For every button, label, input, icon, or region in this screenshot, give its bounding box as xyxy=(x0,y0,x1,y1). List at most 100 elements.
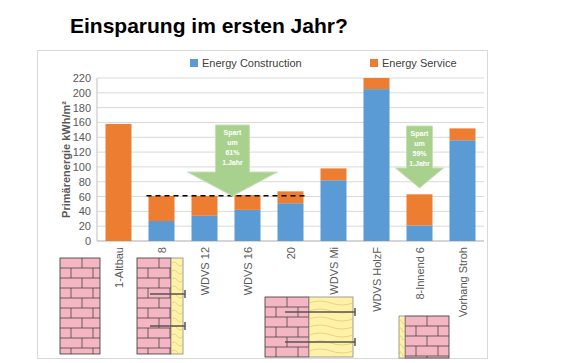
brick-joint xyxy=(71,268,72,278)
brick-joint xyxy=(438,326,439,336)
y-tick-label: 140 xyxy=(73,131,91,143)
bar xyxy=(149,196,175,221)
annotation-text: 61% xyxy=(225,149,240,156)
brick-joint xyxy=(82,298,83,308)
insulation-texture xyxy=(309,317,353,321)
anchor-head xyxy=(354,308,356,316)
insulation-texture xyxy=(399,320,405,324)
brick-joint xyxy=(71,288,72,298)
brick-joint xyxy=(416,346,417,356)
brick-joint xyxy=(170,308,171,318)
brick-joint xyxy=(416,326,417,336)
brick-bg xyxy=(265,297,309,357)
anchor-head xyxy=(354,338,356,346)
wall-illustration xyxy=(265,297,355,357)
annotation-text: Spart xyxy=(223,129,242,137)
brick-joint xyxy=(265,347,309,348)
x-tick-label: WDVS 16 xyxy=(242,247,254,295)
y-tick-label: 40 xyxy=(79,205,91,217)
brick-bg xyxy=(60,258,100,354)
brick-joint xyxy=(60,298,100,299)
insulation-texture xyxy=(171,278,183,282)
annotation-text: 1.Jahr xyxy=(222,159,243,166)
wall-illustration xyxy=(137,258,185,354)
annotation-text: um xyxy=(414,140,425,147)
anchor xyxy=(285,311,355,313)
brick-joint xyxy=(170,288,171,298)
bar xyxy=(192,196,218,216)
brick-joint xyxy=(298,327,299,337)
brick-joint xyxy=(93,308,94,318)
bar xyxy=(364,89,390,241)
bar xyxy=(321,168,347,180)
wall-illustration xyxy=(399,316,449,358)
brick-joint xyxy=(427,356,428,358)
insulation-texture xyxy=(171,302,183,306)
bar xyxy=(407,225,433,241)
insulation-texture xyxy=(171,350,183,354)
bar xyxy=(278,203,304,241)
brick-joint xyxy=(137,268,171,269)
brick-joint xyxy=(137,348,171,349)
brick-joint xyxy=(82,338,83,348)
insulation-texture xyxy=(399,336,405,340)
brick-joint xyxy=(60,308,100,309)
brick-joint xyxy=(159,338,160,348)
bar xyxy=(235,195,261,210)
x-tick-label: 8-Innend 6 xyxy=(414,247,426,300)
insulation-texture xyxy=(171,334,183,338)
anchor xyxy=(285,341,355,343)
x-tick-label: 1-Altbau xyxy=(113,247,125,288)
brick-joint xyxy=(71,308,72,318)
insulation-texture xyxy=(171,318,183,322)
anchor xyxy=(150,293,185,295)
annotation-text: 59% xyxy=(412,150,427,157)
x-tick-label: WDVS HolzF xyxy=(371,247,383,312)
brick-joint xyxy=(405,346,449,347)
brick-joint xyxy=(287,297,288,307)
brick-joint xyxy=(71,328,72,338)
brick-joint xyxy=(287,317,288,327)
insulation-texture xyxy=(399,344,405,348)
brick-bg xyxy=(137,258,171,354)
brick-joint xyxy=(170,268,171,278)
legend-label: Energy Service xyxy=(382,57,457,69)
y-tick-label: 120 xyxy=(73,146,91,158)
brick-joint xyxy=(276,307,277,317)
brick-joint xyxy=(60,278,100,279)
y-tick-label: 220 xyxy=(73,72,91,84)
grid-line xyxy=(97,92,484,93)
insulation-texture xyxy=(309,349,353,353)
y-tick-label: 180 xyxy=(73,102,91,114)
x-tick-label: 8 xyxy=(156,247,168,253)
brick-joint xyxy=(148,328,149,338)
insulation-texture xyxy=(399,352,405,356)
insulation-texture xyxy=(171,310,183,314)
brick-joint xyxy=(60,268,100,269)
brick-joint xyxy=(137,328,171,329)
brick-joint xyxy=(170,348,171,354)
insulation-texture xyxy=(399,328,405,332)
brick-joint xyxy=(60,328,100,329)
brick-joint xyxy=(148,348,149,354)
bar xyxy=(278,191,304,203)
insulation-texture xyxy=(309,333,353,337)
reference-line xyxy=(147,195,306,197)
y-tick-label: 80 xyxy=(79,176,91,188)
bar xyxy=(235,210,261,241)
annotation-text: um xyxy=(227,139,238,146)
brick-joint xyxy=(60,318,100,319)
brick-joint xyxy=(137,308,171,309)
brick-joint xyxy=(137,288,171,289)
anchor-head xyxy=(184,290,186,298)
insulation-texture xyxy=(309,301,353,305)
insulation xyxy=(309,297,353,357)
brick-joint xyxy=(137,298,171,299)
anchor xyxy=(150,325,185,327)
bar xyxy=(321,180,347,241)
chart-root: Einsparung im ersten Jahr?02040608010012… xyxy=(0,0,583,363)
annotation-arrow xyxy=(187,125,277,196)
insulation-texture xyxy=(171,270,183,274)
y-axis xyxy=(97,78,98,241)
insulation-texture xyxy=(171,286,183,290)
